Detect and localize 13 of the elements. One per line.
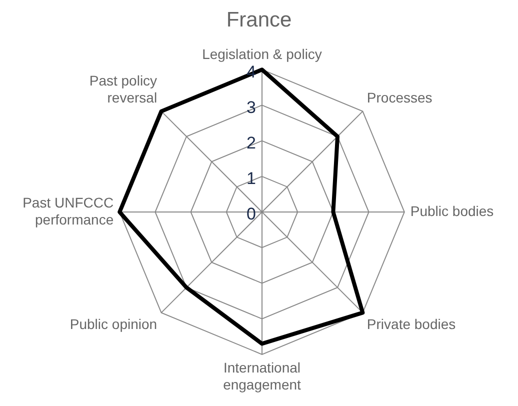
y-tick-label: 1: [246, 169, 256, 188]
spoke-label: Past UNFCCC performance: [22, 194, 114, 228]
spoke-label: Public opinion: [70, 316, 158, 332]
chart-title: France: [226, 8, 292, 32]
spoke-label: Public bodies: [410, 202, 494, 219]
spoke-label: Past policy reversal: [89, 72, 158, 106]
spoke-label: Processes: [366, 90, 432, 106]
y-tick-label: 3: [246, 98, 256, 117]
spoke-label: International engagement: [223, 360, 302, 392]
spoke-label: Private bodies: [366, 316, 456, 332]
spoke-label: Legislation & policy: [202, 46, 322, 62]
y-tick-label: 0: [246, 204, 256, 224]
y-tick-label: 2: [246, 133, 256, 152]
